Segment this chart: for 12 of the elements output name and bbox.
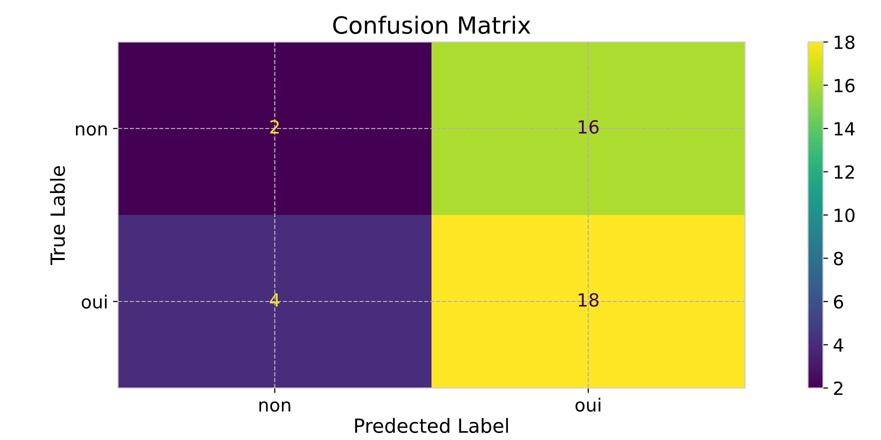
color-bar-label: 8: [834, 252, 843, 266]
color-bar-label: 4: [834, 338, 844, 352]
y-axis-title: True Lable: [50, 166, 66, 266]
color-bar-label: 12: [834, 165, 854, 179]
x-axis-title: Predected Label: [355, 418, 508, 434]
color-bar-label: 6: [834, 294, 844, 309]
color-bar-label: 18: [834, 35, 854, 50]
chart-title: Confusion Matrix: [333, 16, 530, 34]
color-bar-label: 16: [834, 78, 855, 92]
color-bar-label: 14: [834, 122, 855, 136]
color-bar-label: 2: [834, 381, 842, 395]
color-bar-label: 10: [834, 208, 854, 222]
